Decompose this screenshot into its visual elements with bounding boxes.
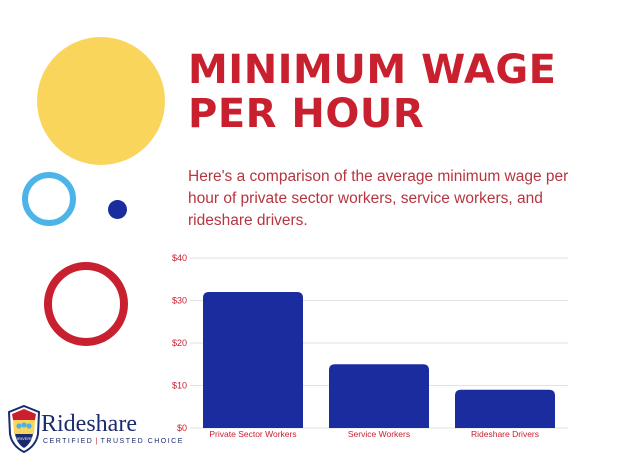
bar	[455, 389, 555, 428]
blue-ring-decoration	[22, 172, 76, 226]
page-title: MINIMUM WAGE PER HOUR	[188, 47, 557, 137]
y-tick-label: $0	[177, 423, 187, 433]
bars	[203, 292, 555, 428]
y-tick-label: $30	[172, 296, 187, 306]
red-ring-decoration	[44, 262, 128, 346]
y-tick-label: $40	[172, 253, 187, 263]
rideshare-certified-logo: DRIVERS Rideshare CERTIFIED | TRUSTED CHOI…	[7, 404, 182, 460]
page-subtitle: Here's a comparison of the average minim…	[188, 168, 569, 229]
bar	[203, 292, 303, 428]
bar	[329, 364, 429, 428]
logo-tag-certified: CERTIFIED	[43, 438, 94, 445]
logo-tag-trusted: TRUSTED CHOICE	[100, 438, 184, 445]
x-tick-label: Rideshare Drivers	[471, 429, 539, 439]
logo-tagline: CERTIFIED | TRUSTED CHOICE	[43, 438, 184, 445]
y-axis-ticks: $0 $10 $20 $30 $40	[172, 253, 187, 433]
y-tick-label: $10	[172, 381, 187, 391]
logo-wordmark: Rideshare	[41, 411, 137, 437]
logo-separator: |	[95, 438, 99, 445]
x-tick-label: Service Workers	[348, 429, 410, 439]
blue-dot-decoration	[108, 200, 127, 219]
x-axis-ticks: Private Sector Workers Service Workers Rid…	[209, 429, 539, 439]
shield-icon: DRIVERS	[7, 404, 41, 454]
logo-badge-text: DRIVERS	[15, 436, 33, 441]
yellow-circle-decoration	[37, 37, 165, 165]
x-tick-label: Private Sector Workers	[209, 429, 296, 439]
y-tick-label: $20	[172, 338, 187, 348]
